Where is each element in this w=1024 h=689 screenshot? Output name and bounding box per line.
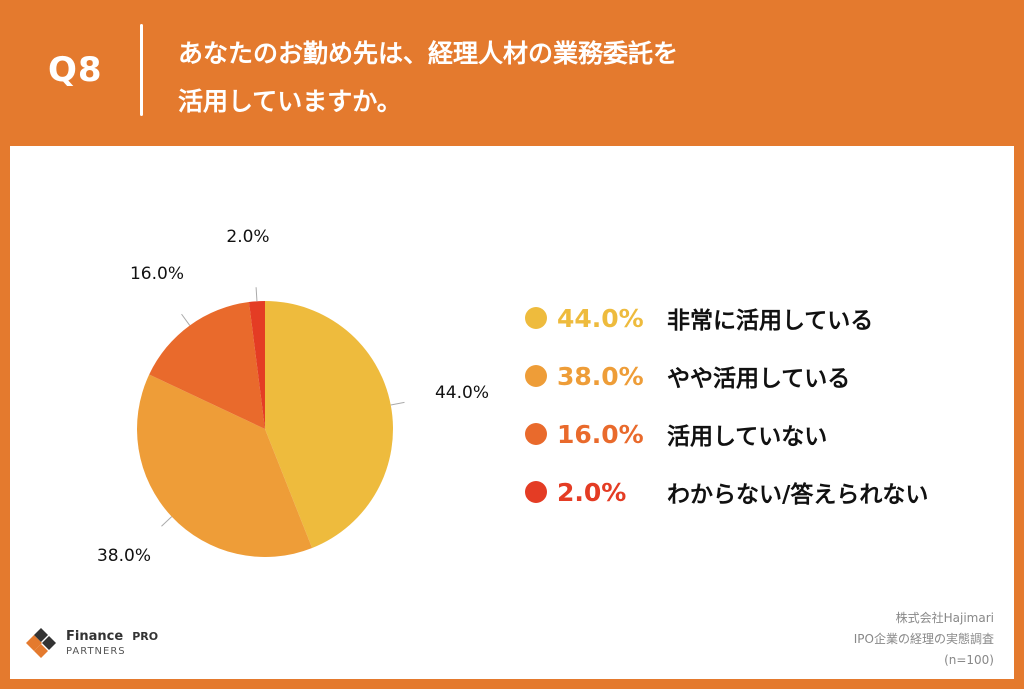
logo-text-partners: PARTNERS	[66, 646, 126, 657]
legend-dot	[525, 365, 547, 387]
company-logo: Finance PRO PARTNERS	[24, 626, 158, 660]
logo-mark-icon	[26, 628, 56, 658]
leader-line	[390, 401, 405, 406]
leader-line	[255, 287, 258, 302]
legend-label: やや活用している	[667, 366, 851, 392]
data-label: 2.0%	[226, 227, 269, 247]
legend-item: 38.0% やや活用している	[525, 356, 850, 396]
pie-slice	[137, 374, 313, 557]
legend-percent: 44.0%	[557, 303, 644, 333]
legend-dot	[525, 307, 547, 329]
legend-percent: 2.0%	[557, 477, 627, 507]
data-label: 44.0%	[435, 383, 489, 403]
legend-label: わからない/答えられない	[667, 482, 929, 508]
pie-slice	[149, 302, 265, 429]
leader-line	[181, 313, 191, 326]
legend-item: 16.0% 活用していない	[525, 414, 827, 454]
question-number: Q8	[48, 50, 103, 90]
source-note: 株式会社Hajimari IPO企業の経理の実態調査 (n=100)	[854, 608, 994, 671]
legend-label: 活用していない	[667, 424, 828, 450]
legend-item: 44.0% 非常に活用している	[525, 298, 873, 338]
logo-text-finance: Finance	[66, 629, 124, 644]
source-company: 株式会社Hajimari	[895, 611, 994, 625]
legend-item: 2.0% わからない/答えられない	[525, 472, 928, 512]
logo-text-pro: PRO	[132, 630, 159, 643]
source-survey: IPO企業の経理の実態調査	[853, 632, 994, 646]
legend-dot	[525, 423, 547, 445]
question-title: あなたのお勤め先は、経理人材の業務委託を 活用していますか。	[178, 39, 679, 116]
source-sample-size: (n=100)	[944, 653, 994, 667]
leader-line	[161, 516, 173, 527]
pie-slice	[248, 301, 265, 429]
header: Q8 あなたのお勤め先は、経理人材の業務委託を 活用していますか。	[0, 0, 1024, 146]
legend-label: 非常に活用している	[667, 308, 874, 334]
data-label: 16.0%	[130, 264, 184, 284]
pie-slice	[265, 301, 393, 549]
data-label: 38.0%	[97, 546, 151, 566]
legend-percent: 16.0%	[557, 419, 644, 449]
legend-percent: 38.0%	[557, 361, 644, 391]
legend-dot	[525, 481, 547, 503]
header-divider	[140, 24, 143, 116]
